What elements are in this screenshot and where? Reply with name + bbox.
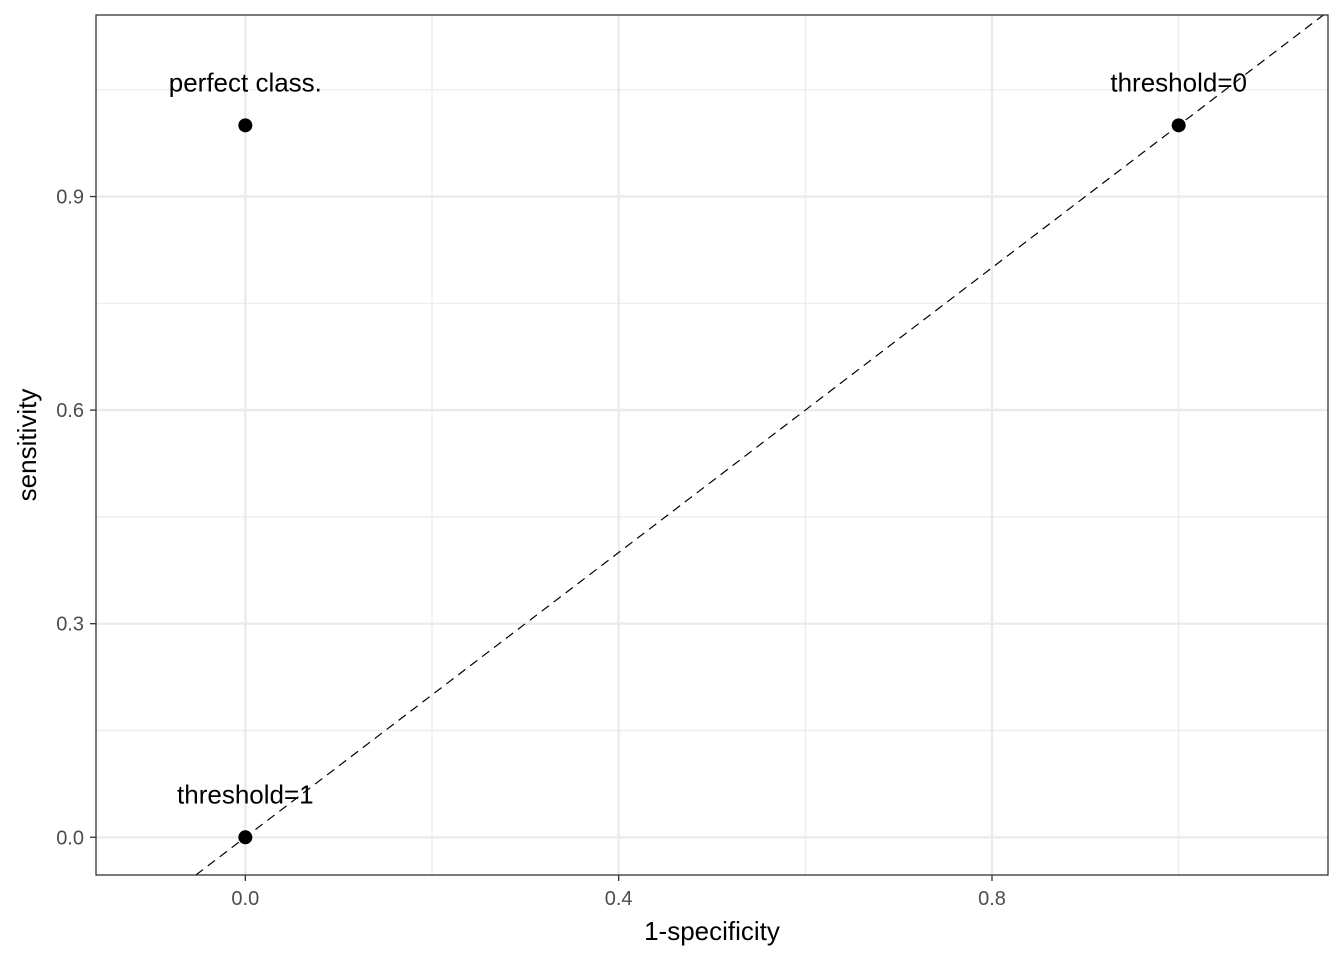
reference-line	[195, 14, 1324, 876]
y-tick-label: 0.9	[56, 187, 84, 209]
y-tick-label: 0.3	[56, 614, 84, 636]
data-point	[1171, 118, 1186, 133]
data-point	[238, 118, 253, 133]
major-gridlines	[96, 15, 1328, 875]
point-labels: perfect class. threshold=0 threshold=1	[169, 67, 1247, 809]
x-tick-label: 0.4	[605, 888, 633, 910]
panel-border	[95, 14, 1329, 876]
point-label: threshold=0	[1110, 67, 1247, 97]
x-axis-title: 1-specificity	[644, 916, 780, 946]
y-axis-title: sensitivity	[12, 389, 42, 502]
x-tick-label: 0.0	[231, 888, 259, 910]
data-points	[238, 118, 1186, 845]
x-tick-label: 0.8	[978, 888, 1006, 910]
point-label: threshold=1	[177, 779, 314, 809]
data-point	[238, 830, 253, 845]
y-axis-ticks: 0.0 0.3 0.6 0.9	[56, 187, 96, 849]
point-label: perfect class.	[169, 67, 322, 97]
y-tick-label: 0.0	[56, 827, 84, 849]
y-tick-label: 0.6	[56, 400, 84, 422]
diagonal-reference-line	[195, 14, 1324, 876]
minor-gridlines	[96, 15, 1328, 875]
x-axis-ticks: 0.0 0.4 0.8	[231, 875, 1006, 910]
